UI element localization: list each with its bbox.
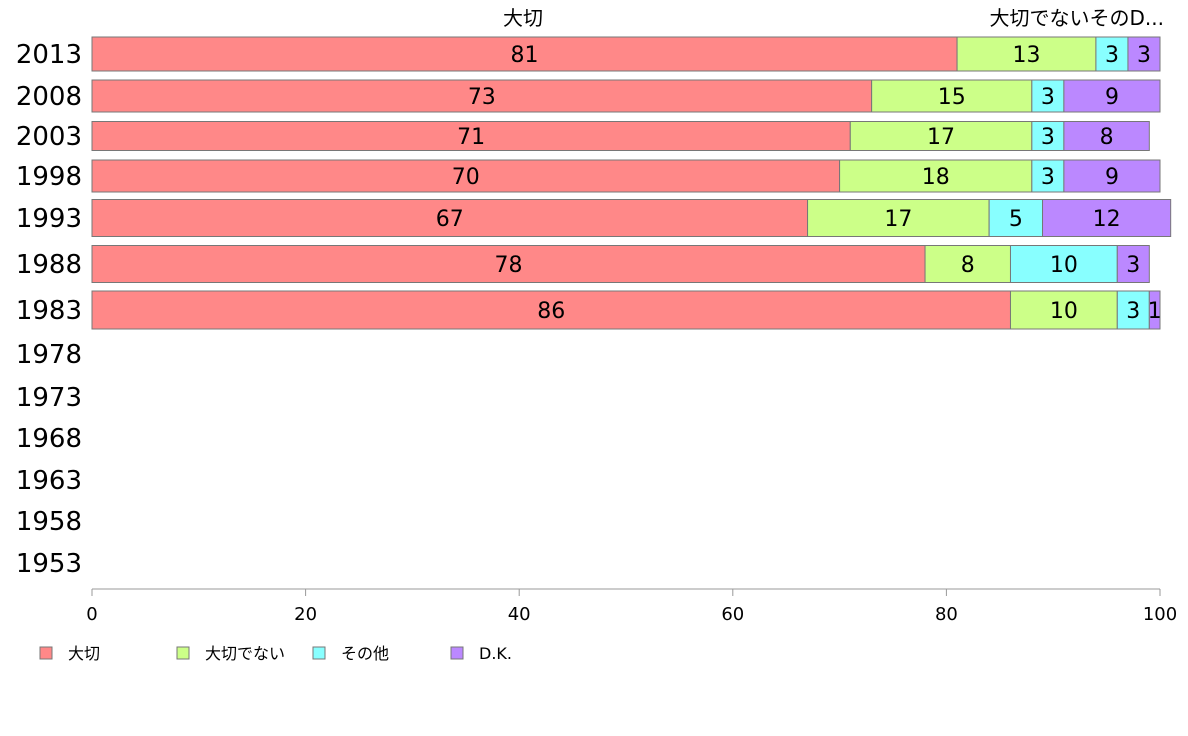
bar-segment	[988, 199, 1044, 237]
bar-segment	[1031, 79, 1065, 113]
legend-swatch	[450, 646, 464, 660]
data-label: 15	[938, 85, 966, 110]
data-label: 3	[1041, 125, 1055, 150]
bar-segment	[1127, 36, 1161, 72]
x-axis: 0 20 40 60 80 100	[86, 588, 1177, 625]
bar-segment	[1095, 36, 1129, 72]
data-label: 71	[457, 125, 485, 150]
category-label-1983: 1983	[16, 296, 82, 326]
category-label-2008: 2008	[16, 82, 82, 112]
bar-segment	[1116, 290, 1150, 330]
category-labels: 2013 2008 2003 1998 1993 1988 1983 1978 1973 1968…	[16, 40, 82, 579]
data-label: 3	[1105, 43, 1119, 68]
category-label-1968: 1968	[16, 424, 82, 454]
legend-label: 大切	[68, 644, 100, 663]
x-tick-label: 60	[721, 604, 744, 625]
category-label-1978: 1978	[16, 340, 82, 370]
legend-label: 大切でない	[205, 644, 285, 663]
bar-segment	[1116, 245, 1150, 283]
category-label-1988: 1988	[16, 250, 82, 280]
top-labels: 大切 大切でないそのD...	[503, 6, 1164, 30]
data-label: 70	[452, 165, 480, 190]
data-label: 9	[1105, 165, 1119, 190]
data-label: 3	[1041, 85, 1055, 110]
bar-segment	[91, 290, 1011, 330]
data-label: 13	[1013, 43, 1041, 68]
x-tick-label: 40	[508, 604, 531, 625]
category-label-1963: 1963	[16, 466, 82, 496]
x-tick-label: 0	[86, 604, 97, 625]
data-label: 10	[1050, 253, 1078, 278]
top-label-primary: 大切	[503, 6, 543, 30]
category-label-1973: 1973	[16, 383, 82, 413]
data-label: 78	[495, 253, 523, 278]
category-label-1993: 1993	[16, 204, 82, 234]
legend-label: D.K.	[479, 644, 512, 663]
bar-segment	[91, 36, 958, 72]
bar-segment	[91, 121, 851, 151]
data-label: 8	[1100, 125, 1114, 150]
bar-segment	[924, 245, 1011, 283]
category-label-2013: 2013	[16, 40, 82, 70]
bar-segment	[1009, 245, 1118, 283]
data-label: 10	[1050, 299, 1078, 324]
data-label: 3	[1041, 165, 1055, 190]
data-label: 67	[436, 207, 464, 232]
bar-segment	[871, 79, 1033, 113]
data-label: 5	[1009, 207, 1023, 232]
data-label: 3	[1126, 299, 1140, 324]
x-tick-label: 100	[1143, 604, 1177, 625]
data-label: 18	[922, 165, 950, 190]
bar-segment	[1063, 159, 1161, 193]
data-label: 1	[1148, 299, 1162, 324]
bar-segment	[849, 121, 1033, 151]
x-tick-label: 80	[935, 604, 958, 625]
category-label-2003: 2003	[16, 122, 82, 152]
data-label: 86	[537, 299, 565, 324]
data-label: 12	[1093, 207, 1121, 232]
bar-segment	[91, 245, 926, 283]
bar-segment	[91, 79, 873, 113]
data-label: 17	[884, 207, 912, 232]
legend-swatch	[39, 646, 53, 660]
data-label: 81	[511, 43, 539, 68]
category-label-1958: 1958	[16, 507, 82, 537]
legend-swatch	[312, 646, 326, 660]
data-label: 73	[468, 85, 496, 110]
bar-segment	[956, 36, 1097, 72]
bar-segment	[839, 159, 1033, 193]
data-label: 17	[927, 125, 955, 150]
data-label: 9	[1105, 85, 1119, 110]
bar-segment	[1063, 79, 1161, 113]
bar-segment	[91, 159, 841, 193]
bar-segment	[91, 199, 809, 237]
bar-segment	[1063, 121, 1150, 151]
data-label: 8	[961, 253, 975, 278]
category-label-1998: 1998	[16, 162, 82, 192]
bar-segment	[1148, 290, 1161, 330]
legend-label: その他	[341, 644, 389, 663]
data-label: 3	[1126, 253, 1140, 278]
bar-segment	[807, 199, 990, 237]
legend: 大切 大切でない その他 D.K.	[39, 644, 512, 663]
category-label-1953: 1953	[16, 549, 82, 579]
bar-segment	[1042, 199, 1172, 237]
top-label-secondary: 大切でないそのD...	[990, 6, 1164, 30]
legend-swatch	[176, 646, 190, 660]
x-tick-label: 20	[294, 604, 317, 625]
data-label: 3	[1137, 43, 1151, 68]
